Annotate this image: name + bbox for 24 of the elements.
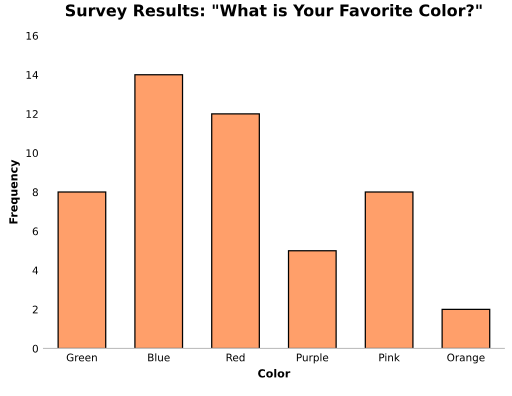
bar <box>364 191 414 348</box>
x-tick-label: Blue <box>148 353 170 362</box>
y-tick-label: 10 <box>26 149 38 158</box>
y-tick-label: 4 <box>32 266 38 274</box>
x-axis-title: Color <box>258 368 290 378</box>
y-tick-label: 8 <box>32 188 38 196</box>
x-tick-label: Orange <box>447 354 485 364</box>
y-tick-label: 12 <box>26 110 38 118</box>
x-tick-label: Pink <box>379 353 400 362</box>
y-tick-label: 14 <box>26 71 38 79</box>
y-tick-label: 16 <box>26 32 38 40</box>
y-tick-label: 6 <box>32 227 38 236</box>
y-axis-title: Frequency <box>9 160 20 224</box>
chart-title: Survey Results: "What is Your Favorite Color?" <box>66 4 482 20</box>
x-tick-label: Purple <box>296 353 328 364</box>
bar <box>57 191 106 348</box>
x-tick-label: Red <box>226 353 244 362</box>
y-tick-label: 0 <box>32 344 38 353</box>
x-tick-label: Green <box>66 354 97 362</box>
bar <box>211 113 260 348</box>
bar <box>134 74 184 348</box>
bar <box>441 308 490 348</box>
bar <box>288 250 337 348</box>
y-tick-label: 2 <box>32 306 38 314</box>
